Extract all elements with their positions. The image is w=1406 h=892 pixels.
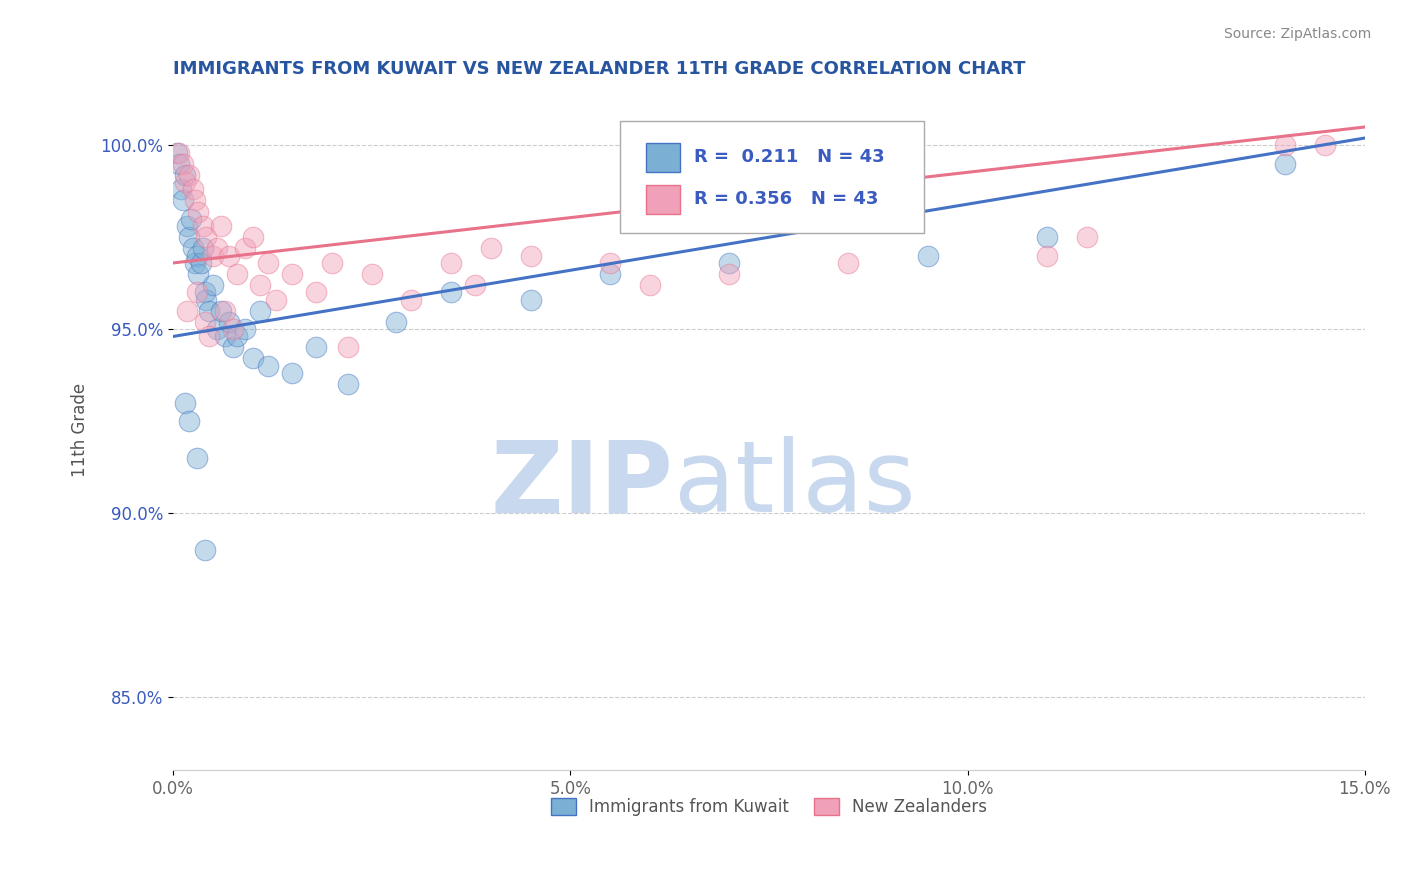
Point [257,256,280,270]
Point [479,241,502,255]
Point [177,414,200,428]
Point [193,219,215,234]
Point [166,145,188,160]
Point [172,194,194,208]
Text: IMMIGRANTS FROM KUWAIT VS NEW ZEALANDER 11TH GRADE CORRELATION CHART: IMMIGRANTS FROM KUWAIT VS NEW ZEALANDER … [173,60,1025,78]
Point [181,182,204,196]
Bar [647,144,679,172]
Point [169,145,191,160]
Point [305,341,328,355]
Point [184,256,207,270]
Point [440,285,463,300]
Point [233,241,256,255]
Point [174,395,197,409]
Point [401,293,423,307]
Point [249,303,271,318]
Point [281,267,304,281]
Y-axis label: 11th Grade: 11th Grade [72,383,89,477]
Point [195,293,218,307]
Point [384,315,406,329]
Point [218,315,240,329]
Point [176,303,198,318]
Point [718,267,741,281]
Point [195,230,218,244]
Point [599,267,621,281]
Point [249,278,271,293]
Point [184,194,207,208]
Point [209,219,232,234]
Point [321,256,343,270]
Text: atlas: atlas [673,436,915,533]
Point [1274,157,1296,171]
Point [336,377,359,392]
Point [221,341,243,355]
Point [186,249,208,263]
Point [194,285,217,300]
Text: R =  0.211   N = 43: R = 0.211 N = 43 [693,148,884,166]
Point [180,211,202,226]
Point [718,256,741,270]
Point [519,249,541,263]
Point [519,293,541,307]
Point [193,241,215,255]
Point [181,241,204,255]
Text: ZIP: ZIP [491,436,673,533]
Point [198,329,221,343]
Point [464,278,486,293]
Point [194,542,217,557]
Point [214,329,236,343]
Point [205,241,228,255]
Point [599,256,621,270]
Point [174,175,197,189]
Legend: Immigrants from Kuwait, New Zealanders: Immigrants from Kuwait, New Zealanders [544,791,994,822]
Point [440,256,463,270]
Point [242,230,264,244]
Text: R = 0.356   N = 43: R = 0.356 N = 43 [693,190,879,208]
Point [187,267,209,281]
Point [174,168,197,182]
Point [186,450,208,465]
Point [1076,230,1098,244]
Point [1313,138,1336,153]
Point [233,322,256,336]
Point [176,219,198,234]
Text: Source: ZipAtlas.com: Source: ZipAtlas.com [1223,27,1371,41]
Point [190,256,212,270]
Point [1036,230,1059,244]
Point [186,285,208,300]
Point [305,285,328,300]
Point [205,322,228,336]
Point [187,204,209,219]
Point [225,329,247,343]
Point [225,267,247,281]
Point [917,249,939,263]
Point [837,256,859,270]
Point [218,249,240,263]
Point [1274,138,1296,153]
Point [221,322,243,336]
Point [281,366,304,380]
Point [170,182,193,196]
Point [177,230,200,244]
Point [198,303,221,318]
Point [1036,249,1059,263]
Bar [647,186,679,214]
Point [201,249,224,263]
Point [360,267,382,281]
Point [201,278,224,293]
Point [177,168,200,182]
Point [242,351,264,366]
Point [172,157,194,171]
FancyBboxPatch shape [620,120,924,233]
Point [214,303,236,318]
Point [169,157,191,171]
Point [336,341,359,355]
Point [209,303,232,318]
Point [638,278,661,293]
Point [257,359,280,373]
Point [194,315,217,329]
Point [266,293,288,307]
